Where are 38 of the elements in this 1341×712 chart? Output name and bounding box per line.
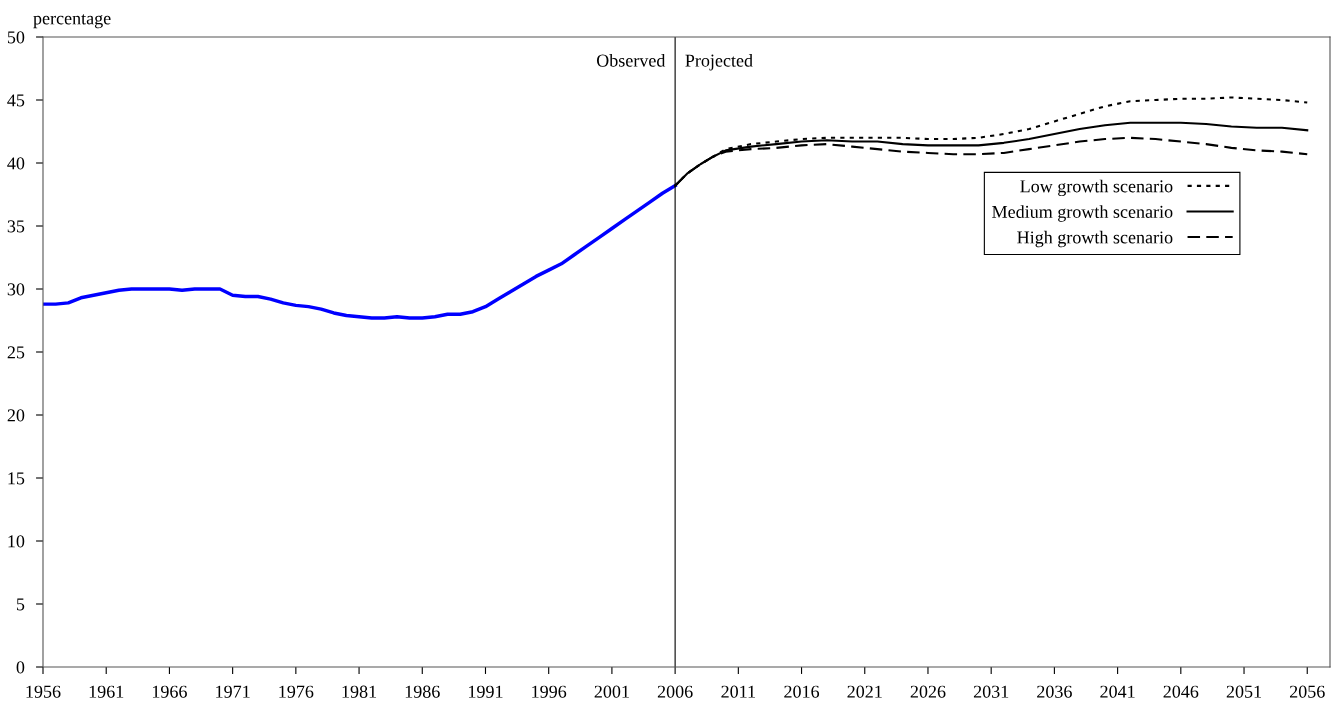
- x-tick-label: 2011: [721, 685, 755, 698]
- x-tick-label: 2016: [784, 685, 820, 698]
- y-tick-label: 15: [8, 472, 25, 485]
- y-tick-label: 20: [7, 409, 25, 422]
- x-tick-label: 1996: [532, 685, 567, 698]
- x-tick-label: 1976: [279, 685, 314, 698]
- y-tick-label: 0: [16, 661, 25, 674]
- x-tick-label: 1981: [342, 685, 377, 698]
- x-tick-label: 2021: [847, 685, 882, 698]
- y-tick-label: 50: [7, 31, 25, 44]
- x-tick-label: 2026: [910, 685, 946, 698]
- y-tick-label: 25: [7, 346, 25, 359]
- x-tick-label: 1961: [89, 685, 124, 698]
- y-tick-label: 5: [16, 598, 25, 611]
- y-tick-label: 45: [7, 94, 25, 107]
- x-tick-label: 2036: [1037, 685, 1072, 698]
- legend-label: High growth scenario: [1017, 230, 1173, 248]
- y-tick-label: 30: [7, 283, 25, 296]
- x-tick-label: 1956: [26, 685, 61, 698]
- x-tick-label: 1986: [405, 685, 440, 698]
- x-tick-label: 2046: [1163, 685, 1199, 698]
- x-tick-label: 2056: [1289, 685, 1325, 698]
- y-tick-label: 40: [7, 157, 25, 170]
- x-tick-label: 2031: [973, 685, 1009, 698]
- annotation: Projected: [685, 54, 753, 71]
- x-tick-label: 2006: [657, 685, 693, 698]
- y-tick-label: 35: [7, 220, 25, 233]
- x-tick-label: 2001: [594, 685, 629, 698]
- x-tick-label: 1971: [216, 685, 250, 698]
- x-tick-label: 2051: [1226, 685, 1261, 698]
- y-tick-label: 10: [8, 535, 25, 548]
- x-tick-label: 2041: [1100, 685, 1135, 698]
- x-tick-label: 1966: [152, 685, 187, 698]
- legend-label: Low growth scenario: [1020, 179, 1173, 197]
- x-tick-label: 1991: [469, 685, 503, 698]
- annotation: Observed: [596, 54, 666, 67]
- legend-label: Medium growth scenario: [992, 205, 1173, 222]
- y-axis-title: percentage: [33, 14, 111, 29]
